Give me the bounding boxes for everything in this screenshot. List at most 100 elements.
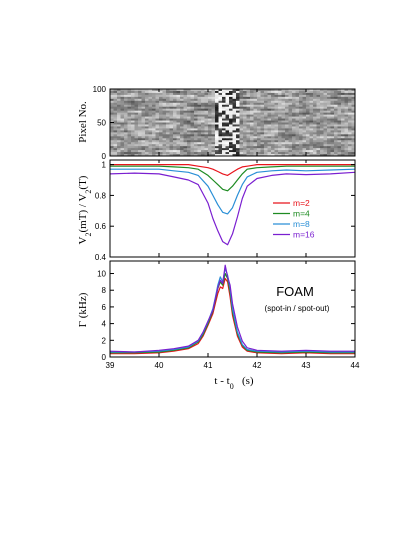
heatmap-cell	[334, 128, 338, 131]
ylabel-sub-3: 2	[84, 190, 93, 194]
heatmap-cell	[330, 152, 335, 155]
heatmap-cell	[183, 146, 188, 149]
heatmap-cell	[334, 148, 338, 151]
heatmap-cell	[215, 154, 219, 156]
heatmap-cell	[141, 150, 146, 153]
heatmap-cell	[229, 138, 233, 141]
heatmap-cell	[110, 100, 114, 104]
heatmap-cell	[292, 118, 296, 121]
heatmap-cell	[190, 94, 195, 98]
heatmap-cell	[208, 116, 212, 119]
heatmap-cell	[264, 100, 268, 104]
heatmap-cell	[292, 89, 296, 92]
heatmap-cell	[222, 120, 226, 123]
heatmap-cell	[113, 152, 118, 155]
heatmap-cell	[141, 100, 146, 104]
heatmap-cell	[313, 134, 317, 137]
heatmap-cell	[260, 130, 265, 133]
heatmap-cell	[264, 130, 268, 133]
heatmap-cell	[253, 118, 258, 121]
heatmap-cell	[204, 98, 209, 102]
heatmap-cell	[264, 148, 268, 151]
heatmap-cell	[316, 110, 321, 114]
heatmap-cell	[211, 106, 216, 110]
heatmap-cell	[113, 138, 118, 141]
heatmap-cell	[110, 142, 114, 145]
heatmap-cell	[194, 146, 198, 149]
heatmap-cell	[204, 118, 209, 121]
heatmap-cell	[113, 100, 118, 104]
heatmap-cell	[201, 148, 205, 151]
heatmap-cell	[162, 116, 167, 119]
heatmap-cell	[120, 136, 125, 139]
heatmap-cell	[190, 138, 195, 141]
heatmap-cell	[229, 116, 233, 119]
heatmap-cell	[204, 142, 209, 145]
heatmap-cell	[229, 114, 233, 117]
heatmap-cell	[239, 134, 244, 137]
heatmap-cell	[320, 98, 324, 102]
heatmap-cell	[302, 132, 307, 135]
heatmap-cell	[250, 146, 254, 149]
heatmap-cell	[316, 142, 321, 145]
heatmap-cell	[348, 94, 352, 98]
heatmap-cell	[218, 126, 223, 129]
heatmap-cell	[299, 106, 303, 110]
heatmap-cell	[278, 112, 282, 116]
heatmap-cell	[194, 152, 198, 155]
heatmap-cell	[313, 102, 317, 106]
heatmap-cell	[222, 102, 226, 106]
heatmap-cell	[309, 118, 314, 121]
heatmap-cell	[330, 118, 335, 121]
heatmap-cell	[281, 120, 286, 123]
heatmap-cell	[274, 118, 279, 121]
heatmap-cell	[274, 114, 279, 117]
heatmap-cell	[271, 154, 275, 156]
heatmap-cell	[236, 134, 240, 137]
heatmap-cell	[155, 148, 160, 151]
heatmap-cell	[211, 146, 216, 149]
heatmap-cell	[264, 106, 268, 110]
heatmap-cell	[274, 140, 279, 143]
heatmap-cell	[124, 148, 128, 151]
heatmap-cell	[204, 154, 209, 156]
heatmap-cell	[327, 96, 331, 100]
heatmap-cell	[323, 136, 328, 139]
x-tick-label: 40	[155, 361, 164, 370]
heatmap-cell	[180, 118, 184, 121]
heatmap-cell	[243, 120, 247, 123]
heatmap-cell	[299, 130, 303, 133]
heatmap-cell	[218, 94, 223, 98]
heatmap-cell	[166, 150, 170, 153]
heatmap-cell	[145, 116, 149, 119]
heatmap-cell	[201, 118, 205, 121]
heatmap-cell	[239, 114, 244, 117]
heatmap-cell	[292, 100, 296, 104]
heatmap-cell	[281, 128, 286, 131]
heatmap-cell	[138, 100, 142, 104]
heatmap-cell	[281, 138, 286, 141]
heatmap-cell	[285, 90, 289, 94]
heatmap-cell	[271, 118, 275, 121]
heatmap-cell	[197, 89, 202, 92]
heatmap-cell	[218, 150, 223, 153]
heatmap-cell	[222, 150, 226, 153]
heatmap-cell	[222, 110, 226, 114]
heatmap-cell	[334, 106, 338, 110]
heatmap-cell	[351, 150, 355, 153]
heatmap-cell	[253, 89, 258, 92]
heatmap-cell	[250, 130, 254, 133]
heatmap-cell	[127, 148, 132, 151]
heatmap-cell	[218, 144, 223, 147]
heatmap-cell	[187, 104, 191, 108]
heatmap-cell	[134, 116, 139, 119]
heatmap-cell	[166, 89, 170, 92]
heatmap-cell	[320, 132, 324, 135]
heatmap-cell	[271, 98, 275, 102]
heatmap-cell	[155, 154, 160, 156]
heatmap-cell	[309, 142, 314, 145]
heatmap-cell	[218, 120, 223, 123]
heatmap-cell	[341, 144, 345, 147]
heatmap-cell	[341, 152, 345, 155]
heatmap-cell	[127, 98, 132, 102]
